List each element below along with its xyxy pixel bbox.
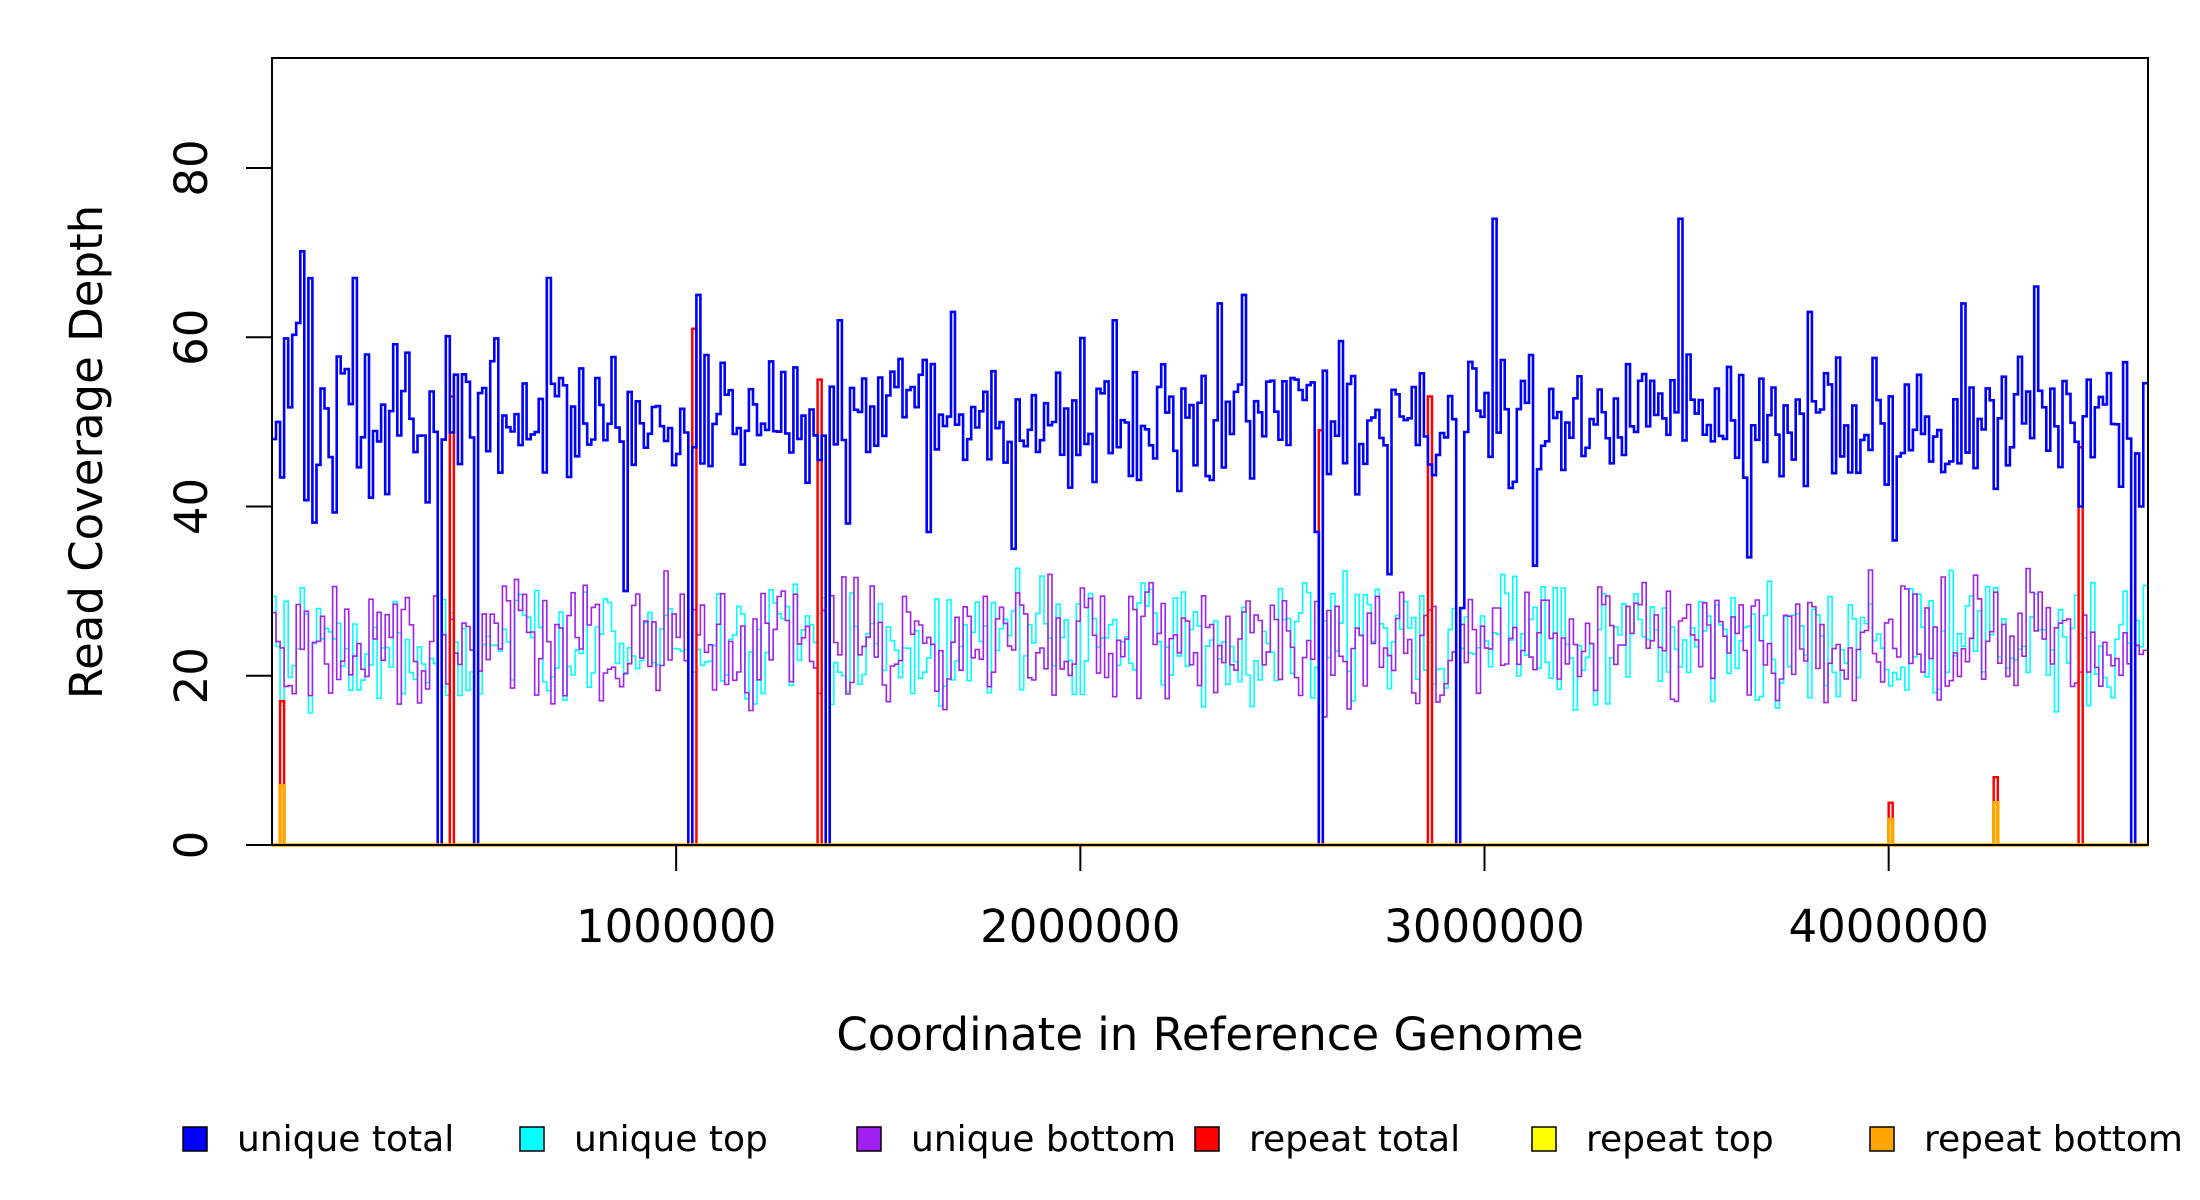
legend-label: unique total [237,1119,454,1160]
series-repeat-total [272,327,2148,847]
legend-label: unique top [574,1119,768,1160]
legend-swatch [182,1126,208,1152]
legend-label: unique bottom [911,1119,1176,1160]
y-tick-label: 80 [165,139,218,196]
series-unique-top [272,567,2148,846]
x-tick-label: 4000000 [1788,900,1988,953]
y-tick-label: 0 [165,831,218,860]
x-axis: 1000000 2000000 3000000 4000000 [576,844,1989,953]
y-axis-title: Read Coverage Depth [60,205,113,699]
legend-swatch [1869,1126,1895,1152]
legend-swatch [1194,1126,1220,1152]
plot-series [272,217,2148,847]
series-unique-bottom [272,567,2148,846]
plot-frame [271,57,2149,846]
y-tick-label: 20 [165,647,218,704]
legend-label: repeat bottom [1924,1119,2183,1160]
legend-swatch [1531,1126,1557,1152]
y-tick-label: 40 [165,478,218,535]
series-repeat-bottom [272,784,2148,847]
legend-label: repeat total [1249,1119,1460,1160]
y-tick-label: 60 [165,309,218,366]
x-tick-label: 3000000 [1384,900,1584,953]
legend-swatch [519,1126,545,1152]
x-tick-label: 2000000 [980,900,1180,953]
legend-label: repeat top [1586,1119,1774,1160]
series-unique-total [272,217,2148,847]
x-tick-label: 1000000 [576,900,776,953]
x-axis-title: Coordinate in Reference Genome [836,1008,1583,1061]
legend: unique total unique top unique bottom repea… [182,1119,2183,1160]
legend-swatch [856,1126,882,1152]
y-axis: 0 20 40 60 80 [165,139,273,860]
